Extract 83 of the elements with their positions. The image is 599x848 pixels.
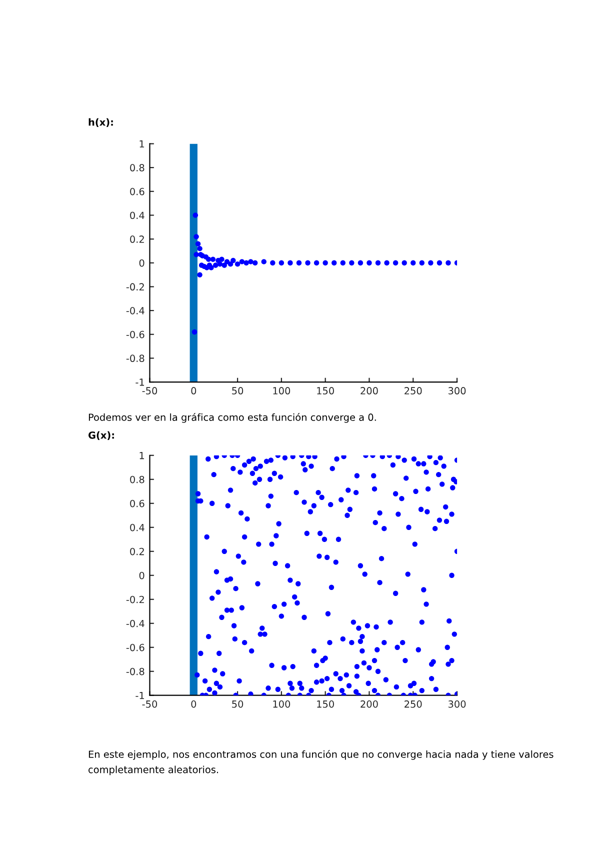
point [194, 234, 199, 240]
x-tick-label: 0 [191, 700, 196, 708]
point [366, 260, 372, 266]
point [239, 259, 245, 264]
point [192, 212, 198, 218]
point [197, 272, 202, 278]
point [270, 260, 276, 266]
chart-title: G(x): [88, 431, 114, 440]
y-tick-label: 0.6 [130, 500, 144, 508]
point [446, 260, 451, 266]
point [358, 260, 364, 266]
point [210, 256, 216, 262]
point [436, 260, 442, 266]
y-tick-label: 0 [139, 572, 144, 580]
y-tick-label: 0.8 [130, 164, 144, 172]
x-tick-label: 150 [317, 700, 334, 708]
x-tick-label: 150 [317, 387, 334, 394]
x-tick-label: 100 [273, 387, 290, 394]
point [305, 260, 310, 266]
x-tick-label: -50 [142, 387, 158, 394]
y-tick-label: 0.2 [130, 236, 144, 243]
point [384, 260, 390, 266]
x-tick-label: 100 [273, 700, 290, 708]
point [213, 262, 218, 268]
y-tick-label: -1 [136, 692, 144, 700]
y-tick-label: -0.8 [126, 354, 144, 362]
point [375, 260, 381, 266]
point [222, 262, 227, 268]
x-tick-label: 250 [404, 700, 422, 708]
point [410, 260, 416, 266]
y-tick-label: 0.2 [130, 548, 144, 556]
point [419, 260, 425, 266]
x-tick-label: 0 [191, 387, 196, 394]
y-tick-label: 0 [139, 259, 144, 267]
y-tick-label: -0.2 [126, 596, 144, 604]
y-tick-label: 1 [140, 140, 144, 148]
y-tick-label: -0.8 [126, 668, 144, 676]
y-tick-label: 0.4 [130, 524, 144, 532]
point [195, 241, 201, 246]
point [278, 260, 284, 266]
point [296, 260, 302, 266]
x-tick-label: 300 [448, 700, 466, 708]
text: En este ejemplo, nos encontramos con una función que no converge hacia nada y tiene valores completamente aleatorios. [88, 750, 554, 776]
point [322, 260, 328, 266]
point [332, 260, 337, 266]
x-tick-label: 200 [360, 387, 378, 394]
point [402, 260, 407, 266]
y-tick-label: 0.4 [130, 212, 144, 220]
y-tick-label: -1 [136, 378, 144, 386]
point [248, 259, 254, 264]
x-tick-label: -50 [142, 700, 158, 708]
x-tick-label: 300 [448, 387, 466, 394]
y-tick-label: 1 [140, 452, 144, 460]
point [228, 261, 234, 267]
chart-title: h(x): [88, 118, 113, 127]
point [230, 258, 236, 264]
point [252, 260, 258, 266]
point [217, 261, 223, 267]
y-tick-label: -0.2 [126, 283, 144, 291]
x-tick-label: 200 [360, 700, 378, 708]
x-tick-label: 250 [404, 387, 422, 394]
point [208, 265, 214, 270]
text: Podemos ver en la gráfica como esta función converge a 0. [88, 413, 376, 423]
point [288, 260, 293, 266]
point [206, 256, 212, 262]
point [219, 256, 224, 262]
x-tick-label: 50 [232, 700, 244, 708]
x-tick-label: 50 [232, 387, 244, 394]
point [428, 260, 434, 266]
y-tick-label: -0.6 [126, 330, 144, 338]
y-tick-label: -0.4 [126, 307, 144, 314]
y-tick-label: -0.6 [126, 644, 144, 652]
y-tick-label: -0.4 [126, 620, 144, 628]
point [261, 259, 266, 264]
point [392, 260, 398, 266]
point [349, 260, 354, 266]
y-tick-label: 0.8 [130, 476, 144, 484]
y-tick-label: 0.6 [130, 188, 144, 196]
point [192, 329, 198, 335]
point [314, 260, 320, 266]
point [197, 246, 202, 252]
point [340, 260, 346, 266]
point [234, 261, 240, 267]
